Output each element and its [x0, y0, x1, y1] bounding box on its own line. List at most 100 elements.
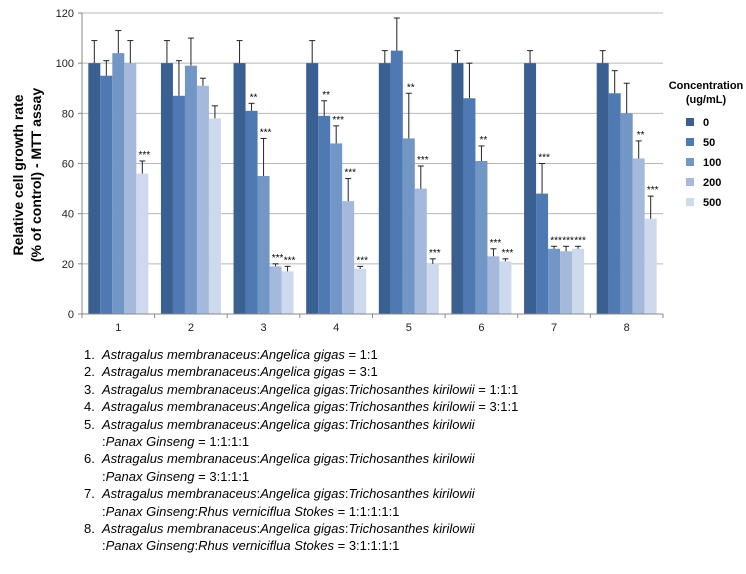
- bar: [572, 248, 585, 314]
- bar: [306, 63, 319, 314]
- bar: [596, 63, 609, 314]
- bar: [112, 53, 125, 315]
- bar: [208, 118, 221, 314]
- bar: [233, 63, 246, 314]
- significance-label: ***: [538, 153, 550, 164]
- bar: [160, 63, 173, 314]
- note-text: = 1:1:1:1: [194, 434, 250, 450]
- significance-label: ***: [272, 253, 284, 264]
- legend: Concentration (ug/mL) 0 50 100 200 500: [669, 80, 744, 209]
- bar: [196, 85, 209, 314]
- sample-legend-item: 6. Astragalus membranaceus:Angelica gigas…: [84, 450, 734, 485]
- x-tick-label: 7: [551, 322, 557, 334]
- sample-number: 6.: [84, 451, 95, 467]
- species-name: Astragalus membranaceus: [102, 486, 257, 502]
- bar: [390, 50, 403, 314]
- bar: [402, 138, 415, 314]
- note-text: = 1:1: [344, 347, 378, 362]
- species-name: Astragalus membranaceus: [102, 381, 257, 397]
- bars: [88, 50, 657, 315]
- note-text: :: [344, 486, 349, 502]
- x-tick-label: 3: [261, 322, 267, 334]
- species-name: Astragalus membranaceus: [102, 416, 257, 432]
- sample-number: 1.: [84, 347, 95, 362]
- note-text: :: [344, 399, 349, 415]
- significance-label: ***: [490, 238, 502, 249]
- significance-label: ***: [284, 255, 296, 266]
- sample-legend-item: 2. Astragalus membranaceus:Angelica gigas…: [84, 363, 734, 380]
- sample-number: 5.: [84, 416, 95, 432]
- bar: [620, 113, 633, 314]
- species-name: Angelica gigas: [260, 486, 345, 502]
- species-name: Rhus verniciflua Stokes: [198, 538, 334, 554]
- significance-label: ***: [429, 248, 441, 259]
- bar: [536, 193, 549, 314]
- significance-label: **: [637, 130, 645, 141]
- significance-label: ***: [502, 248, 514, 259]
- sample-legend-continuation: :Panax Ginseng:Rhus verniciflua Stokes =…: [84, 537, 734, 554]
- species-name: Panax Ginseng: [105, 503, 195, 519]
- note-text: :: [256, 347, 261, 362]
- sample-legend-continuation: :Panax Ginseng = 3:1:1:1: [84, 468, 734, 485]
- sample-number: 8.: [84, 521, 95, 537]
- x-tick-label: 8: [624, 322, 630, 334]
- bar: [100, 75, 113, 314]
- bar: [124, 63, 137, 314]
- y-tick-label: 60: [62, 159, 74, 171]
- bar: [524, 63, 537, 314]
- significance-label: ***: [574, 235, 586, 246]
- species-name: Panax Ginseng: [105, 434, 195, 450]
- species-name: Angelica gigas: [260, 399, 345, 415]
- species-name: Panax Ginseng: [105, 468, 195, 484]
- bar: [172, 95, 185, 315]
- sample-number: 7.: [84, 486, 95, 502]
- note-text: :: [256, 486, 261, 502]
- note-text: :: [256, 381, 261, 397]
- note-text: = 3:1:1: [474, 399, 519, 415]
- species-name: Panax Ginseng: [105, 538, 195, 554]
- bar: [245, 110, 258, 314]
- x-tick-label: 6: [478, 322, 484, 334]
- note-text: :: [256, 416, 261, 432]
- species-name: Trichosanthes kirilowii: [348, 381, 475, 397]
- y-axis-ticks: 0 20 40 60 80 100 120: [56, 8, 82, 321]
- significance-label: **: [250, 92, 258, 103]
- sample-legend-continuation: :Panax Ginseng = 1:1:1:1: [84, 433, 734, 450]
- note-text: :: [344, 381, 349, 397]
- significance-label: **: [480, 135, 488, 146]
- note-text: :: [344, 416, 349, 432]
- note-text: :: [344, 451, 349, 467]
- legend-title-line1: Concentration: [669, 80, 744, 92]
- legend-swatch: [686, 118, 694, 126]
- sample-legend-item: 5. Astragalus membranaceus:Angelica gigas…: [84, 416, 734, 451]
- bar: [184, 65, 197, 314]
- note-text: :: [194, 503, 199, 519]
- bar: [136, 173, 149, 314]
- x-tick-label: 1: [115, 322, 121, 334]
- x-axis-ticks: 1 2 3 4 5 6 7 8: [81, 314, 664, 334]
- sample-legend-item: 4. Astragalus membranaceus:Angelica gigas…: [84, 398, 734, 415]
- sample-legend-list: 1. Astragalus membranaceus:Angelica gigas…: [84, 346, 734, 555]
- species-name: Trichosanthes kirilowii: [348, 486, 475, 502]
- species-name: Angelica gigas: [260, 364, 345, 380]
- bar: [269, 266, 282, 314]
- species-name: Trichosanthes kirilowii: [348, 451, 475, 467]
- y-tick-label: 0: [68, 309, 74, 321]
- bar: [318, 115, 331, 314]
- sample-legend-item: 3. Astragalus membranaceus:Angelica gigas…: [84, 381, 734, 398]
- bar: [88, 63, 101, 314]
- species-name: Angelica gigas: [260, 451, 345, 467]
- note-text: :: [102, 503, 106, 519]
- species-name: Angelica gigas: [260, 416, 345, 432]
- sample-legend-continuation: :Panax Ginseng:Rhus verniciflua Stokes =…: [84, 503, 734, 520]
- note-text: :: [194, 538, 199, 554]
- species-name: Astragalus membranaceus: [102, 451, 257, 467]
- bar: [426, 263, 439, 314]
- x-tick-label: 5: [406, 322, 412, 334]
- legend-swatch: [686, 198, 694, 206]
- sample-number: 3.: [84, 381, 95, 397]
- sample-number: 4.: [84, 399, 95, 415]
- species-name: Astragalus membranaceus: [102, 521, 257, 537]
- legend-entry-label: 500: [703, 197, 721, 209]
- note-text: = 3:1:1:1:1: [334, 538, 400, 554]
